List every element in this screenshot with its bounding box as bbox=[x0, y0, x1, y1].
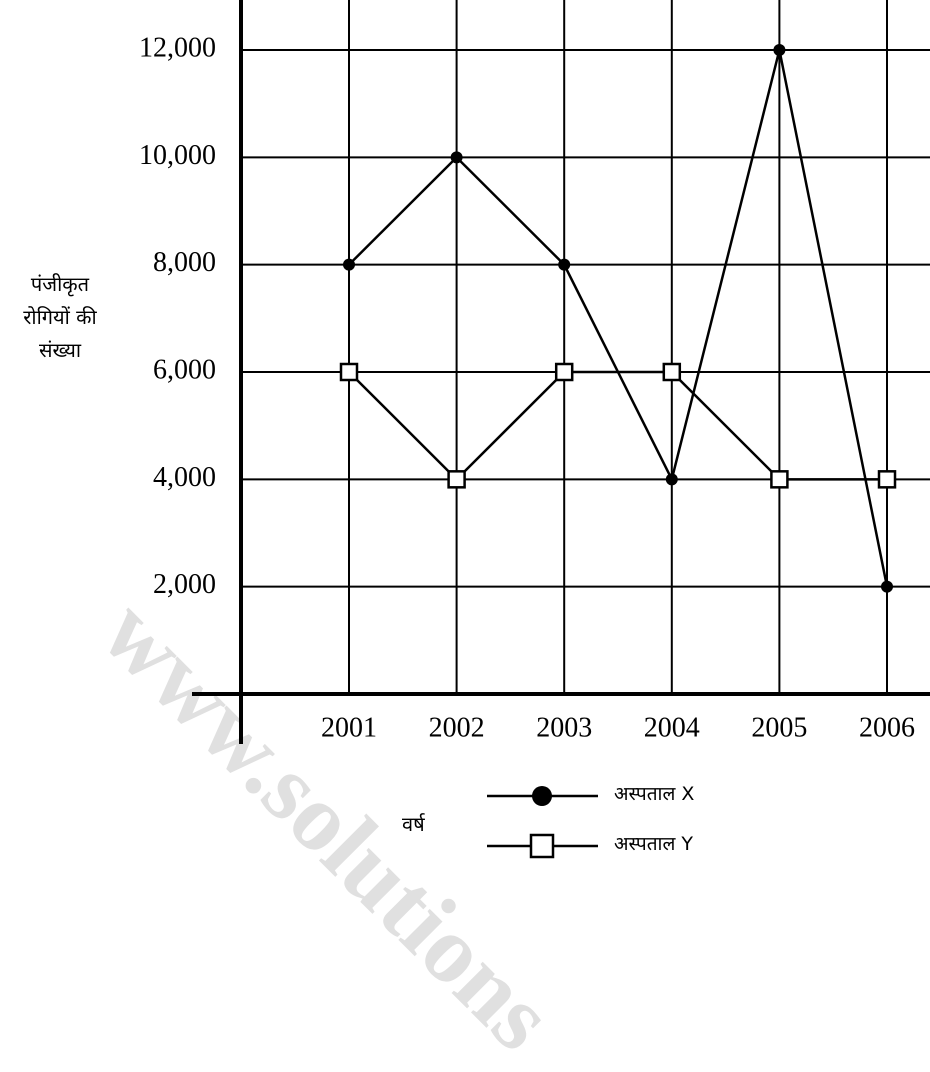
y-tick-label-12000: 12,000 bbox=[139, 32, 216, 63]
y-axis-tick-labels: 2,000 4,000 6,000 8,000 10,000 12,000 bbox=[139, 32, 216, 600]
series-line-1 bbox=[348, 370, 887, 482]
y-axis-label-line-3: संख्या bbox=[39, 338, 81, 362]
point-1-2006 bbox=[877, 470, 897, 489]
y-axis-label-line-2: रोगियों की bbox=[23, 305, 97, 329]
series-line-0 bbox=[348, 49, 889, 587]
point-0-2003 bbox=[558, 258, 571, 271]
x-tick-label-2004: 2004 bbox=[644, 712, 700, 743]
point-1-2004 bbox=[662, 362, 682, 382]
legend-marker-1 bbox=[529, 833, 555, 859]
point-0-2006 bbox=[881, 580, 893, 593]
point-0-2005 bbox=[773, 44, 786, 56]
x-axis-label: वर्ष bbox=[402, 812, 425, 836]
legend-marker-0 bbox=[532, 786, 552, 806]
legend-label-y: अस्पताल Y bbox=[614, 833, 693, 855]
point-1-2003 bbox=[554, 362, 574, 382]
chart-axes bbox=[192, 0, 930, 744]
point-1-2005 bbox=[770, 470, 789, 489]
y-axis-label-line-1: पंजीकृत bbox=[30, 272, 90, 296]
x-tick-label-2006: 2006 bbox=[859, 712, 915, 743]
x-tick-label-2005: 2005 bbox=[751, 712, 807, 743]
y-tick-label-2000: 2,000 bbox=[153, 569, 216, 600]
x-tick-label-2002: 2002 bbox=[429, 712, 485, 743]
legend-label-x: अस्पताल X bbox=[614, 783, 695, 805]
x-tick-label-2003: 2003 bbox=[536, 712, 592, 743]
x-tick-label-2001: 2001 bbox=[321, 712, 377, 743]
y-axis-label: पंजीकृत रोगियों की संख्या bbox=[10, 268, 110, 367]
y-tick-label-10000: 10,000 bbox=[139, 140, 216, 171]
point-0-2004 bbox=[665, 473, 678, 486]
y-tick-label-8000: 8,000 bbox=[153, 247, 216, 278]
y-tick-label-4000: 4,000 bbox=[153, 462, 216, 493]
x-axis-tick-labels: 2001 2002 2003 2004 2005 2006 bbox=[321, 712, 915, 743]
y-tick-label-6000: 6,000 bbox=[153, 354, 216, 385]
point-0-2001 bbox=[343, 258, 355, 271]
data-series bbox=[339, 44, 897, 593]
chart-grid bbox=[241, 0, 930, 694]
point-1-2002 bbox=[447, 470, 466, 489]
point-0-2002 bbox=[450, 151, 463, 164]
point-1-2001 bbox=[339, 362, 359, 382]
legend bbox=[487, 786, 598, 859]
